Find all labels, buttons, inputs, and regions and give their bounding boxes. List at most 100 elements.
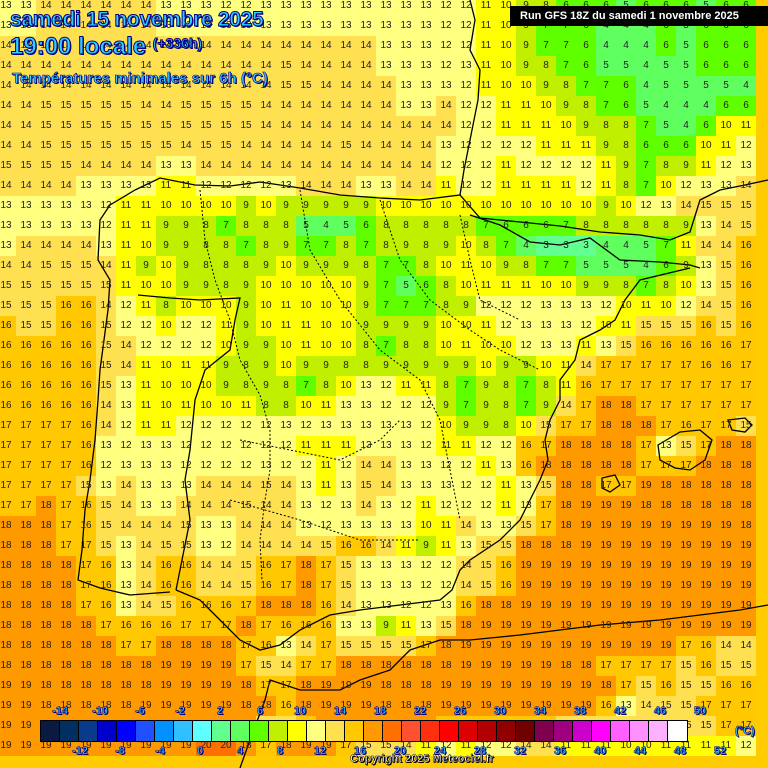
grid-value: 10 [500, 340, 512, 351]
field-cell [356, 56, 376, 76]
grid-value: 15 [720, 200, 732, 211]
grid-value: 15 [720, 320, 732, 331]
grid-value: 11 [400, 380, 412, 391]
grid-value: 13 [340, 400, 352, 411]
field-cell [176, 96, 196, 116]
grid-value: 14 [140, 540, 152, 551]
legend-label-bottom: 40 [593, 745, 607, 758]
grid-value: 14 [140, 600, 152, 611]
grid-value: 13 [380, 20, 392, 31]
grid-value: 13 [340, 520, 352, 531]
grid-value: 13 [360, 560, 372, 571]
grid-value: 4 [643, 80, 649, 91]
grid-value: 14 [280, 100, 292, 111]
grid-value: 10 [180, 380, 192, 391]
legend-swatch [440, 721, 459, 741]
grid-value: 9 [163, 240, 169, 251]
field-cell [356, 136, 376, 156]
grid-value: 17 [740, 700, 752, 711]
field-cell [216, 76, 236, 96]
grid-value: 19 [580, 580, 592, 591]
grid-value: 10 [300, 280, 312, 291]
grid-value: 19 [580, 520, 592, 531]
grid-value: 14 [20, 260, 32, 271]
grid-value: 8 [623, 220, 629, 231]
grid-value: 15 [740, 200, 752, 211]
grid-value: 19 [700, 620, 712, 631]
grid-value: 11 [440, 540, 452, 551]
grid-value: 8 [423, 240, 429, 251]
grid-value: 12 [460, 120, 472, 131]
grid-value: 9 [183, 240, 189, 251]
grid-value: 13 [40, 220, 52, 231]
field-cell [116, 76, 136, 96]
grid-value: 9 [543, 400, 549, 411]
grid-value: 16 [260, 640, 272, 651]
field-cell [696, 136, 716, 156]
field-cell [316, 136, 336, 156]
grid-value: 19 [740, 580, 752, 591]
legend-label-top: 34 [533, 705, 547, 718]
grid-value: 16 [700, 640, 712, 651]
grid-value: 12 [240, 440, 252, 451]
grid-value: 8 [543, 380, 549, 391]
grid-value: 14 [560, 400, 572, 411]
field-cell [416, 16, 436, 36]
grid-value: 14 [360, 60, 372, 71]
grid-value: 17 [720, 400, 732, 411]
grid-value: 13 [120, 540, 132, 551]
grid-value: 19 [460, 640, 472, 651]
grid-value: 11 [480, 80, 492, 91]
field-cell [316, 16, 336, 36]
grid-value: 10 [300, 300, 312, 311]
grid-value: 10 [140, 240, 152, 251]
grid-value: 18 [360, 660, 372, 671]
grid-value: 11 [320, 400, 332, 411]
grid-value: 12 [460, 140, 472, 151]
grid-value: 16 [100, 560, 112, 571]
grid-value: 15 [280, 60, 292, 71]
grid-value: 14 [340, 60, 352, 71]
grid-value: 14 [260, 120, 272, 131]
field-cell [416, 0, 436, 16]
grid-value: 18 [620, 460, 632, 471]
grid-value: 9 [383, 320, 389, 331]
field-cell [396, 116, 416, 136]
field-cell [516, 36, 536, 56]
grid-value: 8 [443, 280, 449, 291]
grid-value: 8 [623, 180, 629, 191]
field-cell [216, 96, 236, 116]
grid-value: 16 [700, 660, 712, 671]
legend-label-bottom: 32 [513, 745, 527, 758]
grid-value: 19 [720, 580, 732, 591]
grid-value: 18 [520, 540, 532, 551]
grid-value: 18 [0, 620, 12, 631]
grid-value: 11 [320, 460, 332, 471]
field-cell [616, 76, 636, 96]
grid-value: 18 [40, 620, 52, 631]
grid-value: 17 [540, 440, 552, 451]
grid-value: 9 [443, 360, 449, 371]
grid-value: 7 [383, 260, 389, 271]
grid-value: 19 [20, 700, 32, 711]
grid-value: 14 [80, 160, 92, 171]
grid-value: 18 [160, 640, 172, 651]
grid-value: 14 [240, 540, 252, 551]
grid-value: 17 [680, 640, 692, 651]
field-cell [176, 76, 196, 96]
grid-value: 9 [263, 260, 269, 271]
grid-value: 18 [720, 480, 732, 491]
grid-value: 16 [20, 400, 32, 411]
grid-value: 18 [720, 440, 732, 451]
field-cell [316, 0, 336, 16]
grid-value: 6 [723, 40, 729, 51]
field-cell [76, 56, 96, 76]
grid-value: 16 [160, 620, 172, 631]
grid-value: 14 [340, 160, 352, 171]
grid-value: 19 [180, 680, 192, 691]
grid-value: 14 [360, 80, 372, 91]
grid-value: 14 [340, 100, 352, 111]
run-info-banner: Run GFS 18Z du samedi 1 novembre 2025 [510, 6, 768, 26]
grid-value: 14 [740, 640, 752, 651]
legend-swatch [326, 721, 345, 741]
